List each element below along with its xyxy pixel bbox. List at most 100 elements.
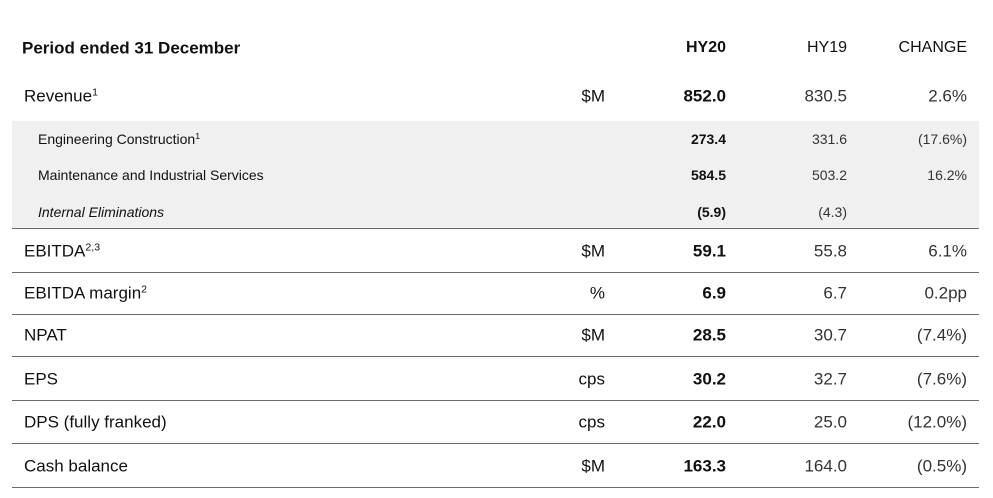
hy20-value: (5.9) [697, 205, 726, 219]
hy19-value: 830.5 [804, 88, 847, 105]
change-value-text: (0.5%) [916, 456, 967, 476]
row-label-text: EBITDA [24, 241, 86, 261]
row-label-text: EBITDA margin [24, 283, 142, 303]
row-unit: % [590, 285, 605, 302]
hy20-value: 6.9 [702, 285, 726, 302]
change-value-text: 16.2% [927, 167, 967, 183]
change-value: 16.2% [927, 168, 967, 182]
hy20-value-text: (5.9) [697, 204, 726, 220]
row-unit-text: $M [581, 325, 605, 345]
row-label: Engineering Construction1 [38, 132, 200, 146]
change-value: (7.6%) [917, 371, 967, 388]
row-divider [12, 487, 979, 488]
breakdown-background [12, 121, 979, 228]
hy19-value: 164.0 [804, 458, 847, 475]
row-label: EBITDA2,3 [24, 241, 101, 261]
row-unit-text: $M [581, 86, 605, 106]
row-label: Internal Eliminations [38, 205, 164, 219]
hy20-value: 30.2 [693, 371, 726, 388]
hy19-value: 503.2 [812, 168, 847, 182]
hy20-value-text: 6.9 [702, 283, 726, 303]
change-value-text: (12.0%) [907, 412, 967, 432]
row-unit: $M [581, 327, 605, 344]
hy20-value-text: 30.2 [692, 369, 726, 389]
hy19-value: 331.6 [812, 132, 847, 146]
hy19-value-text: 503.2 [811, 167, 847, 183]
row-divider [12, 356, 979, 357]
row-label: NPAT [24, 327, 67, 344]
row-label-text: Internal Eliminations [38, 204, 165, 220]
footnote-ref: 1 [195, 131, 201, 142]
hy19-value: 30.7 [814, 327, 847, 344]
row-divider [12, 272, 979, 273]
row-unit-text: cps [578, 369, 605, 389]
hy19-value: 32.7 [814, 371, 847, 388]
row-unit-text: % [589, 283, 605, 303]
row-divider [12, 443, 979, 444]
hy20-value: 28.5 [693, 327, 726, 344]
hy19-value: 6.7 [823, 285, 847, 302]
change-value-text: (7.4%) [916, 325, 967, 345]
row-label-text: EPS [24, 369, 59, 389]
row-label: DPS (fully franked) [24, 414, 167, 431]
row-label: Cash balance [24, 458, 128, 475]
row-unit: cps [579, 414, 605, 431]
change-value: (0.5%) [917, 458, 967, 475]
hy20-value: 22.0 [693, 414, 726, 431]
header-change: CHANGE [899, 40, 967, 56]
header-hy20: HY20 [686, 40, 726, 56]
row-divider [12, 400, 979, 401]
hy20-value-text: 28.5 [692, 325, 726, 345]
header-hy19-text: HY19 [806, 39, 847, 56]
hy20-value-text: 584.5 [690, 167, 726, 183]
hy19-value-text: 30.7 [813, 325, 847, 345]
header-title: Period ended 31 December [22, 40, 240, 57]
hy20-value: 273.4 [691, 132, 726, 146]
change-value-text: 6.1% [928, 241, 967, 261]
row-label: Maintenance and Industrial Services [38, 168, 264, 182]
footnote-ref: 1 [92, 86, 98, 99]
hy20-value: 59.1 [693, 243, 726, 260]
change-value: 2.6% [928, 88, 967, 105]
row-label-text: DPS (fully franked) [24, 412, 167, 432]
row-unit: cps [579, 371, 605, 388]
hy19-value: 25.0 [814, 414, 847, 431]
hy20-value: 163.3 [683, 458, 726, 475]
header-change-text: CHANGE [898, 39, 967, 56]
row-divider [12, 228, 979, 229]
row-unit-text: $M [581, 456, 605, 476]
row-unit-text: cps [578, 412, 605, 432]
hy20-value: 584.5 [691, 168, 726, 182]
row-unit-text: $M [581, 241, 605, 261]
row-unit: $M [581, 243, 605, 260]
change-value: 0.2pp [924, 285, 967, 302]
hy19-value-text: 25.0 [813, 412, 847, 432]
row-unit: $M [581, 88, 605, 105]
hy20-value: 852.0 [683, 88, 726, 105]
row-label: EBITDA margin2 [24, 283, 148, 303]
hy19-value-text: 331.6 [811, 131, 847, 147]
row-label-text: Engineering Construction [38, 131, 196, 147]
header-hy20-text: HY20 [685, 39, 726, 56]
row-label-text: Maintenance and Industrial Services [38, 167, 264, 183]
row-label-text: Cash balance [24, 456, 128, 476]
header-title-text: Period ended 31 December [22, 38, 241, 58]
hy19-value: 55.8 [814, 243, 847, 260]
row-label: Revenue1 [24, 86, 98, 106]
change-value-text: 0.2pp [924, 283, 967, 303]
hy20-value-text: 59.1 [692, 241, 726, 261]
row-divider [12, 314, 979, 315]
hy19-value-text: 830.5 [804, 86, 847, 106]
hy20-value-text: 273.4 [690, 131, 726, 147]
footnote-ref: 2 [141, 283, 148, 296]
row-label-text: Revenue [24, 86, 93, 106]
hy19-value-text: 6.7 [823, 283, 847, 303]
footnote-ref: 2,3 [85, 241, 101, 254]
change-value: (7.4%) [917, 327, 967, 344]
hy19-value-text: 32.7 [813, 369, 847, 389]
row-unit: $M [581, 458, 605, 475]
change-value: (12.0%) [907, 414, 967, 431]
hy19-value: (4.3) [818, 205, 847, 219]
hy19-value-text: 164.0 [804, 456, 847, 476]
